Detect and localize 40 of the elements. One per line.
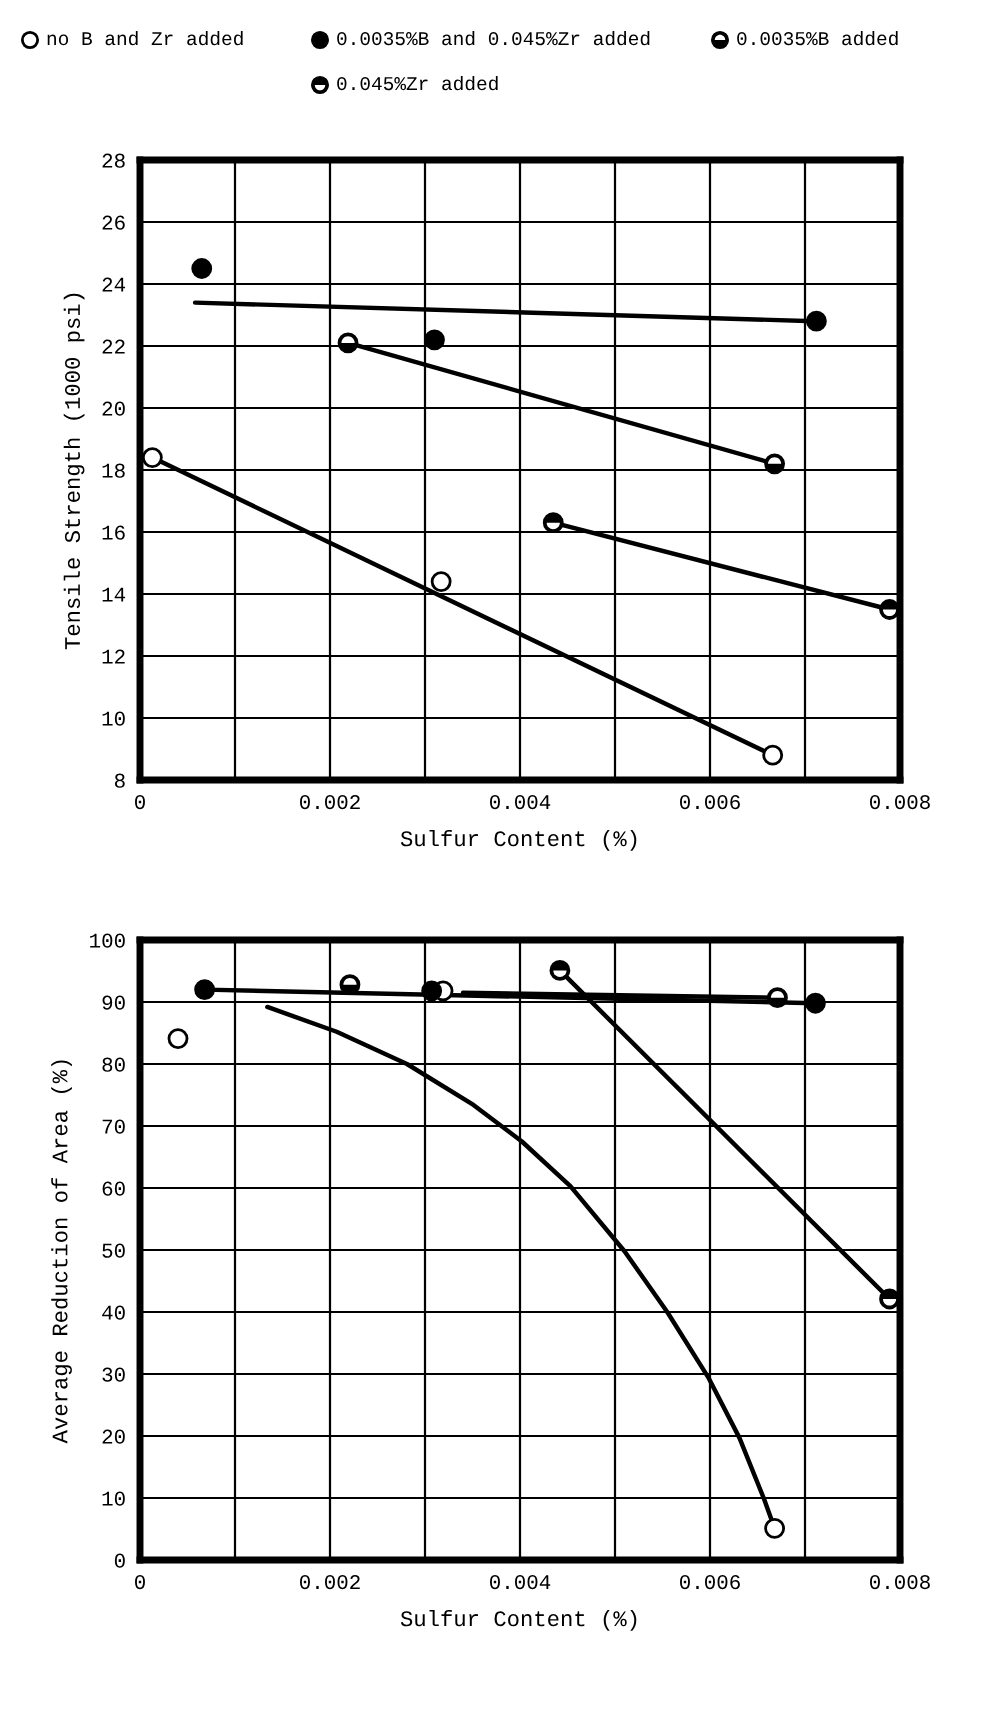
x-axis-title: Sulfur Content (%) bbox=[400, 829, 637, 851]
x-tick-label: 0 bbox=[135, 1575, 145, 1590]
y-tick-label: 28 bbox=[102, 153, 125, 168]
x-tick-label: 0.004 bbox=[490, 795, 551, 810]
y-tick-label: 70 bbox=[102, 1119, 125, 1134]
x-axis-title: Sulfur Content (%) bbox=[400, 1609, 637, 1631]
y-tick-label: 24 bbox=[102, 277, 126, 292]
y-tick-label: 60 bbox=[102, 1181, 125, 1196]
legend-label: 0.0035%B and 0.045%Zr added bbox=[337, 30, 650, 46]
y-tick-label: 80 bbox=[102, 1057, 125, 1072]
y-tick-label: 90 bbox=[102, 995, 125, 1010]
legend-label: no B and Zr added bbox=[47, 30, 243, 46]
y-tick-label: 100 bbox=[90, 933, 125, 948]
y-tick-label: 0 bbox=[114, 1553, 125, 1568]
x-tick-label: 0.004 bbox=[490, 1575, 551, 1590]
y-tick-label: 10 bbox=[102, 1491, 125, 1506]
y-tick-label: 12 bbox=[102, 649, 125, 664]
x-tick-label: 0.002 bbox=[300, 795, 360, 810]
y-tick-label: 26 bbox=[102, 215, 125, 230]
y-tick-label: 18 bbox=[102, 463, 125, 478]
y-axis-title: Average Reduction of Area (%) bbox=[51, 1060, 72, 1444]
x-tick-label: 0.008 bbox=[870, 1575, 930, 1590]
y-tick-label: 16 bbox=[102, 525, 125, 540]
y-tick-label: 22 bbox=[102, 339, 125, 354]
x-tick-label: 0.006 bbox=[680, 1575, 740, 1590]
x-tick-label: 0.008 bbox=[870, 795, 930, 810]
y-tick-label: 8 bbox=[114, 773, 125, 788]
y-tick-label: 20 bbox=[102, 1429, 125, 1444]
y-tick-label: 40 bbox=[102, 1305, 125, 1320]
y-tick-label: 20 bbox=[102, 401, 125, 416]
legend-label: 0.0035%B added bbox=[737, 30, 898, 46]
y-tick-label: 50 bbox=[102, 1243, 125, 1258]
y-tick-label: 10 bbox=[102, 711, 125, 726]
x-tick-label: 0.006 bbox=[680, 795, 740, 810]
y-tick-label: 30 bbox=[102, 1367, 125, 1382]
y-axis-title: Tensile Strength (1000 psi) bbox=[63, 293, 85, 650]
x-tick-label: 0 bbox=[135, 795, 145, 810]
x-tick-label: 0.002 bbox=[300, 1575, 360, 1590]
y-tick-label: 14 bbox=[102, 587, 126, 602]
legend-label: 0.045%Zr added bbox=[337, 75, 498, 91]
